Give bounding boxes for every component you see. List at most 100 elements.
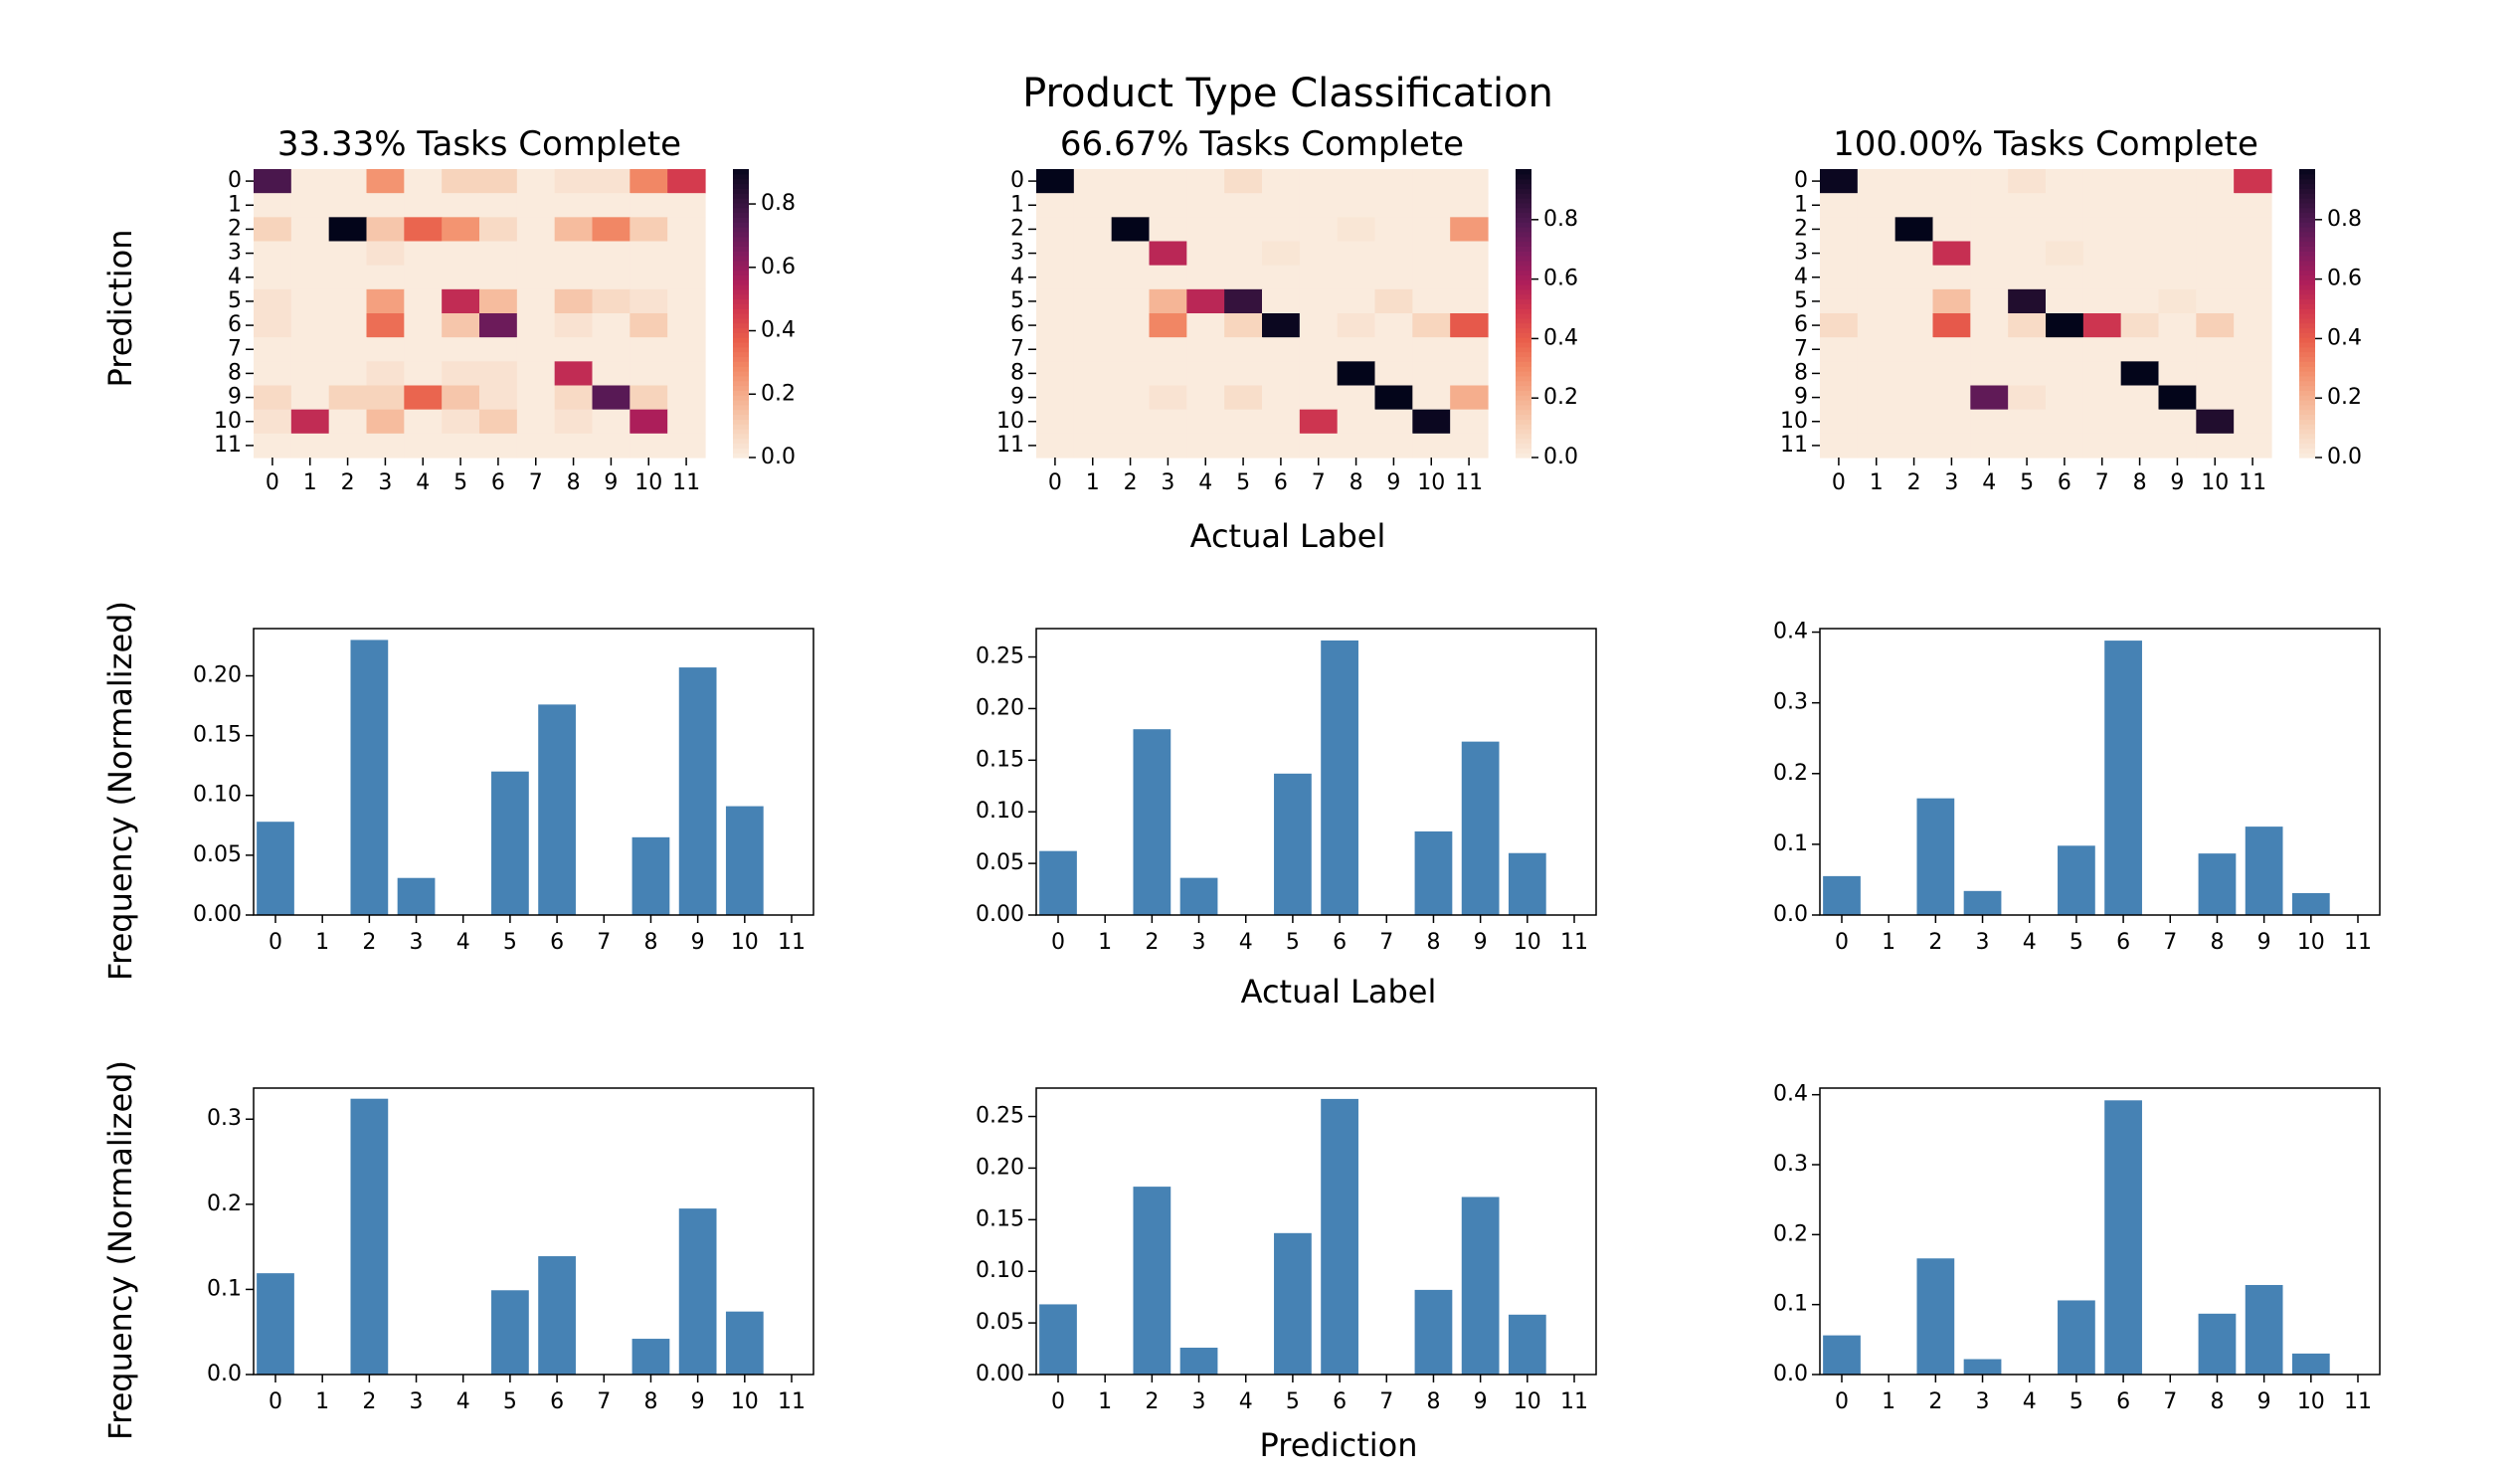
colorbar-segment (2299, 448, 2315, 454)
colorbar-segment (1516, 317, 1531, 324)
heatmap-cell (1820, 265, 1859, 290)
bar (725, 1311, 764, 1375)
colorbar-tick-label: 0.2 (761, 381, 796, 406)
colorbar-segment (1516, 337, 1531, 343)
colorbar-segment (2299, 198, 2315, 204)
x-tick-label: 11 (778, 1389, 806, 1414)
colorbar-segment (2299, 193, 2315, 199)
heatmap-cell (1073, 169, 1113, 194)
heatmap-cell (442, 193, 480, 218)
heatmap-cell (630, 361, 668, 387)
bar (538, 1256, 576, 1375)
x-tick-label: 1 (1870, 470, 1884, 495)
x-tick-label: 11 (672, 470, 700, 495)
bar-row1-ylabel: Frequency (Normalized) (101, 601, 139, 981)
heatmap-cell (667, 361, 706, 387)
heatmap-cell (554, 193, 594, 218)
heatmap-cell (1820, 217, 1859, 243)
colorbar-segment (1516, 251, 1531, 257)
x-tick-label: 4 (2023, 930, 2037, 955)
y-tick-label: 0.15 (976, 1206, 1024, 1231)
colorbar-segment (733, 298, 749, 304)
colorbar-segment (2299, 246, 2315, 252)
x-tick-label: 10 (2297, 1389, 2325, 1414)
bar (1916, 1258, 1955, 1375)
heatmap-cell (2234, 409, 2272, 435)
heatmap-cell (516, 385, 556, 411)
colorbar-segment (2299, 390, 2315, 396)
heatmap-cell (667, 193, 706, 218)
y-tick-label: 8 (228, 360, 242, 385)
colorbar-segment (733, 322, 749, 329)
heatmap-cell (1111, 409, 1151, 435)
colorbar-segment (2299, 173, 2315, 180)
x-tick-label: 8 (2210, 1389, 2224, 1414)
bar (631, 836, 670, 915)
y-tick-label: 0.10 (976, 799, 1024, 824)
heatmap-cell (1149, 313, 1187, 338)
heatmap-cell (1186, 409, 1225, 435)
bar (1133, 1187, 1171, 1375)
heatmap-cell (2234, 265, 2272, 290)
x-tick-label: 5 (1286, 930, 1300, 955)
colorbar-segment (2299, 183, 2315, 189)
colorbar-segment (2299, 222, 2315, 228)
heatmap-cell (630, 313, 668, 338)
y-tick-label: 10 (214, 409, 242, 434)
heatmap-cell (290, 433, 330, 459)
colorbar-segment (733, 260, 749, 267)
y-tick-label: 3 (228, 241, 242, 266)
bar-chart-4: 0 1 2 3 4 5 6 7 8 9 10 11 0.00 0.05 0.10 0.15 0.20 0.25 (976, 628, 1597, 955)
x-tick-label: 2 (1124, 470, 1138, 495)
heatmap-cell (1374, 265, 1413, 290)
colorbar-segment (1516, 260, 1531, 267)
heatmap-cell (1149, 385, 1187, 411)
y-tick-label: 9 (228, 385, 242, 410)
heatmap-cell (366, 361, 405, 387)
heatmap-cell (630, 265, 668, 290)
y-tick-label: 1 (1794, 192, 1808, 217)
colorbar-segment (733, 227, 749, 233)
heatmap-cell (1073, 193, 1113, 218)
x-tick-label: 2 (341, 470, 355, 495)
heatmap-cell (1337, 193, 1376, 218)
heatmap-cell (1894, 361, 1934, 387)
heatmap-cell (667, 433, 706, 459)
heatmap-cell (1337, 241, 1376, 267)
heatmap-cell (366, 433, 405, 459)
colorbar-segment (2299, 366, 2315, 372)
y-tick-label: 0.10 (193, 783, 242, 808)
x-tick-label: 0 (1051, 930, 1065, 955)
heatmap-cell (2046, 433, 2084, 459)
heatmap-cell (479, 361, 518, 387)
heatmap-cell (2120, 385, 2160, 411)
heatmap-cell (1932, 217, 1971, 243)
heatmap-cell (366, 265, 405, 290)
heatmap-cell (1299, 409, 1339, 435)
heatmap-cell (1374, 361, 1413, 387)
colorbar-segment (733, 212, 749, 218)
heatmap-cell (1450, 217, 1489, 243)
heatmap-cell (1412, 217, 1451, 243)
heatmap-cell (254, 313, 292, 338)
x-tick-label: 0 (1051, 1389, 1065, 1414)
colorbar-segment (733, 351, 749, 358)
heatmap-cell (1299, 385, 1339, 411)
heatmap-cell (2158, 169, 2197, 194)
y-tick-label: 0 (1794, 168, 1808, 193)
bar (1133, 729, 1171, 915)
colorbar-segment (733, 332, 749, 338)
heatmap-cell (2008, 433, 2047, 459)
heatmap-cell (290, 313, 330, 338)
bar-row1-xlabel: Actual Label (1241, 973, 1437, 1011)
heatmap-cell (2082, 433, 2122, 459)
heatmap-cell (1337, 288, 1376, 314)
heatmap-cell (516, 313, 556, 338)
heatmap-cell (1036, 409, 1075, 435)
heatmap-cell (630, 409, 668, 435)
heatmap-cell (1224, 241, 1263, 267)
x-tick-label: 7 (2163, 1389, 2177, 1414)
heatmap-cell (516, 409, 556, 435)
bar (257, 1273, 294, 1375)
